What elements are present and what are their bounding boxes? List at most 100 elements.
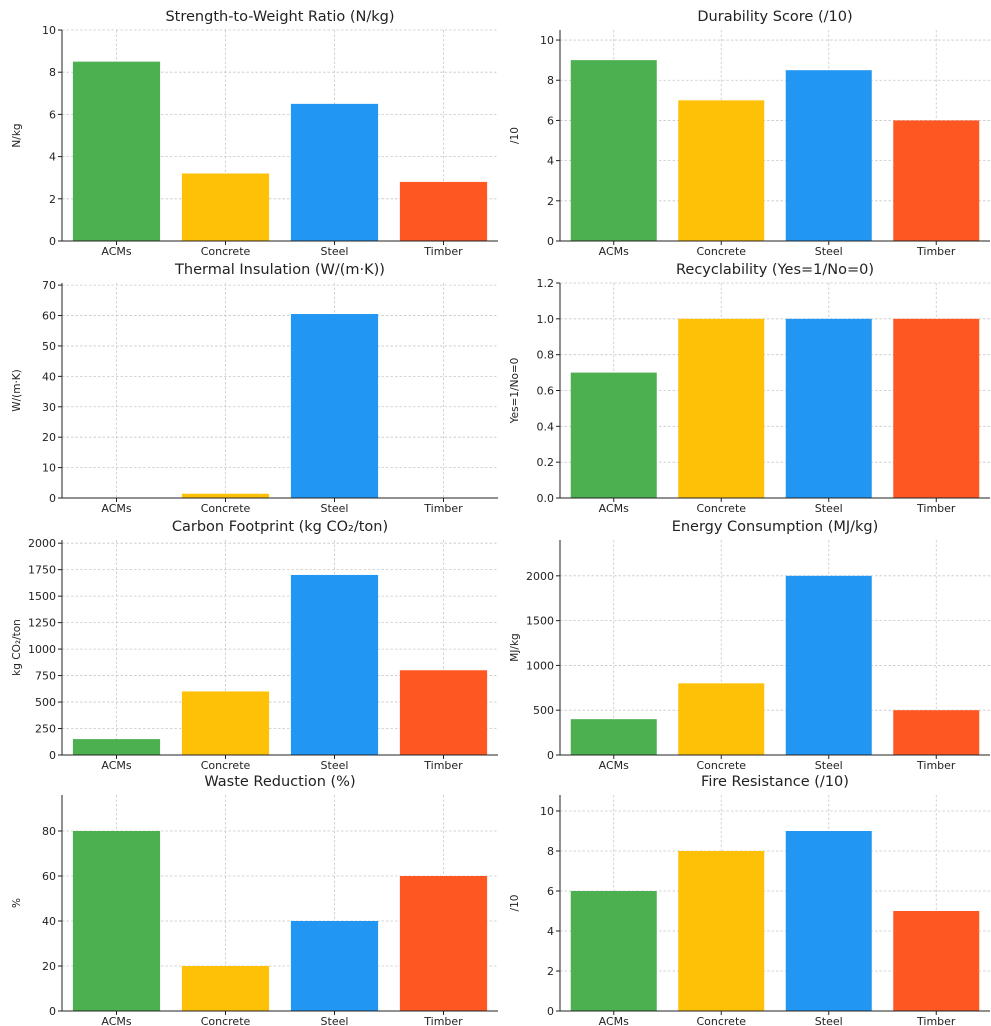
x-tick-label: Concrete [201,502,251,515]
y-axis-label: /10 [509,895,521,912]
x-tick-label: Timber [916,1015,956,1026]
y-axis-label: W/(m·K) [11,369,23,412]
y-tick-label: 20 [42,960,56,973]
bar-timber [893,318,980,498]
y-tick-label: 10 [540,805,554,818]
x-tick-label: Timber [916,759,956,772]
bar-concrete [181,493,270,498]
chart-title: Energy Consumption (MJ/kg) [672,519,879,535]
y-tick-label: 1750 [28,564,56,577]
x-tick-label: ACMs [599,1015,630,1026]
x-tick-label: Timber [423,759,463,772]
y-tick-label: 1250 [28,617,56,630]
y-tick-label: 0.0 [537,492,555,505]
y-axis-label: % [11,898,23,908]
chart-title: Durability Score (/10) [697,9,852,25]
y-tick-label: 10 [540,34,554,47]
y-tick-label: 0 [547,235,554,248]
bar-steel [785,318,872,498]
chart-panel: Waste Reduction (%) 0 20 40 60 80 ACMs Concrete… [11,774,498,1026]
y-axis-label: MJ/kg [509,633,521,661]
bar-concrete [678,100,765,241]
x-tick-label: ACMs [599,759,630,772]
bar-concrete [678,318,765,498]
y-tick-label: 8 [49,66,56,79]
x-tick-label: ACMs [101,245,132,258]
y-tick-label: 4 [547,155,554,168]
y-tick-label: 1000 [526,659,554,672]
bar-acms [72,831,161,1011]
x-tick-label: Concrete [696,759,746,772]
bar-acms [72,739,161,755]
chart-title: Thermal Insulation (W/(m·K)) [174,262,385,278]
bar-acms [72,61,161,242]
x-tick-label: Concrete [696,245,746,258]
y-tick-label: 80 [42,825,56,838]
y-tick-label: 0 [49,749,56,762]
x-tick-label: ACMs [101,502,132,515]
y-tick-label: 0 [49,492,56,505]
y-tick-label: 8 [547,845,554,858]
y-tick-label: 0 [49,235,56,248]
y-tick-label: 20 [42,431,56,444]
y-tick-label: 60 [42,870,56,883]
y-tick-label: 10 [42,462,56,475]
chart-panel: Carbon Footprint (kg CO₂/ton) 0 250 500 750 1… [11,519,498,772]
x-tick-label: Steel [321,502,349,515]
y-tick-label: 1.2 [537,277,555,290]
chart-panel: Recyclability (Yes=1/No=0) 0.0 0.2 0.4 0.6 0.… [509,262,990,515]
chart-panel: Energy Consumption (MJ/kg) 0 500 1000 1500 20… [509,519,990,772]
y-tick-label: 6 [547,114,554,127]
bar-steel [290,921,379,1011]
y-tick-label: 10 [42,24,56,37]
chart-title: Fire Resistance (/10) [701,774,849,790]
chart-panel: Thermal Insulation (W/(m·K)) 0 10 20 30 40 50 6… [11,262,498,515]
x-tick-label: ACMs [599,502,630,515]
y-tick-label: 250 [35,723,56,736]
x-tick-label: Concrete [201,759,251,772]
y-tick-label: 0.6 [537,385,555,398]
chart-title: Recyclability (Yes=1/No=0) [676,262,874,278]
x-tick-label: Timber [916,245,956,258]
y-tick-label: 4 [547,925,554,938]
y-tick-label: 2 [49,193,56,206]
y-tick-label: 1500 [526,615,554,628]
x-tick-label: Steel [815,1015,843,1026]
y-tick-label: 500 [35,696,56,709]
bar-concrete [678,851,765,1011]
bar-timber [893,120,980,241]
x-tick-label: Steel [321,759,349,772]
x-tick-label: ACMs [599,245,630,258]
bar-steel [290,103,379,241]
y-tick-label: 1.0 [537,313,555,326]
bar-timber [893,911,980,1011]
y-tick-label: 0 [547,1005,554,1018]
y-tick-label: 0 [49,1005,56,1018]
x-tick-label: ACMs [101,759,132,772]
bar-acms [570,719,657,755]
bar-steel [290,314,379,498]
chart-title: Strength-to-Weight Ratio (N/kg) [165,9,394,25]
x-tick-label: Concrete [696,1015,746,1026]
chart-panel: Fire Resistance (/10) 0 2 4 6 8 10 ACMs Concrete… [509,774,990,1026]
x-tick-label: Steel [815,502,843,515]
y-tick-label: 500 [533,704,554,717]
x-tick-label: Concrete [201,245,251,258]
y-tick-label: 70 [42,279,56,292]
y-tick-label: 1000 [28,643,56,656]
y-tick-label: 0 [547,749,554,762]
y-tick-label: 6 [49,108,56,121]
bar-steel [785,831,872,1011]
x-tick-label: Steel [815,759,843,772]
y-tick-label: 750 [35,670,56,683]
y-tick-label: 0.2 [537,456,555,469]
y-tick-label: 2000 [526,570,554,583]
bar-timber [893,710,980,755]
x-tick-label: Concrete [201,1015,251,1026]
y-axis-label: kg CO₂/ton [11,619,23,676]
y-axis-label: N/kg [11,123,23,147]
y-tick-label: 30 [42,401,56,414]
bar-concrete [181,966,270,1011]
x-tick-label: Timber [423,245,463,258]
